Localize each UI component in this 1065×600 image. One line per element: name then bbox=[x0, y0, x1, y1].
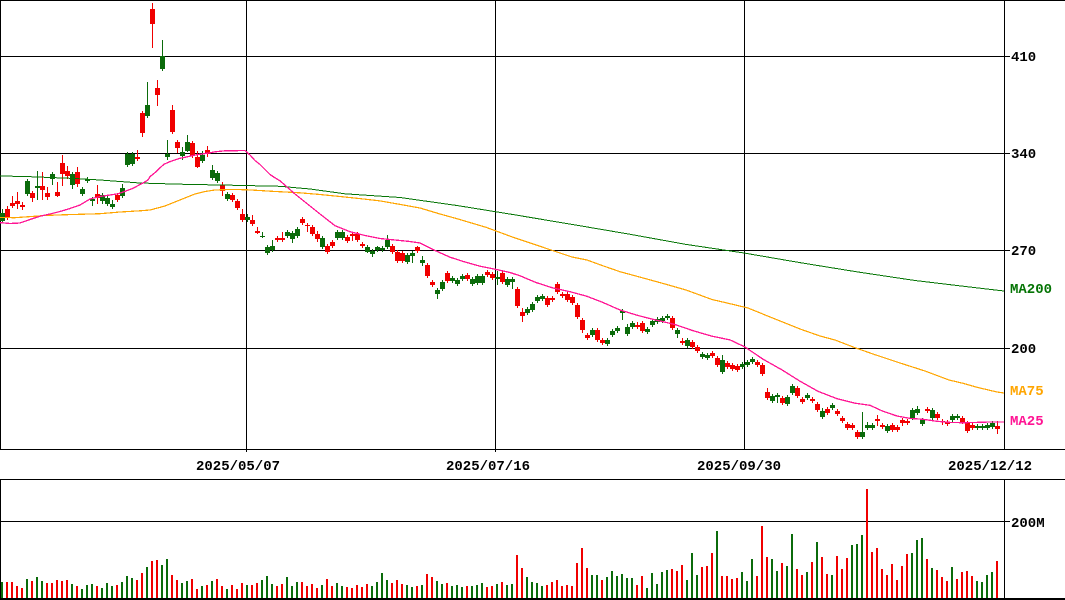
svg-text:340: 340 bbox=[1011, 147, 1036, 163]
svg-text:2025/07/16: 2025/07/16 bbox=[446, 459, 530, 475]
svg-text:MA200: MA200 bbox=[1010, 282, 1052, 298]
svg-text:270: 270 bbox=[1011, 244, 1036, 260]
svg-text:2025/12/12: 2025/12/12 bbox=[948, 459, 1032, 475]
svg-text:410: 410 bbox=[1011, 50, 1036, 66]
svg-text:200M: 200M bbox=[1011, 516, 1045, 532]
svg-text:200: 200 bbox=[1011, 342, 1036, 358]
svg-text:2025/09/30: 2025/09/30 bbox=[697, 459, 781, 475]
svg-text:2025/05/07: 2025/05/07 bbox=[196, 459, 280, 475]
svg-text:MA25: MA25 bbox=[1010, 414, 1044, 430]
svg-text:MA75: MA75 bbox=[1010, 384, 1044, 400]
